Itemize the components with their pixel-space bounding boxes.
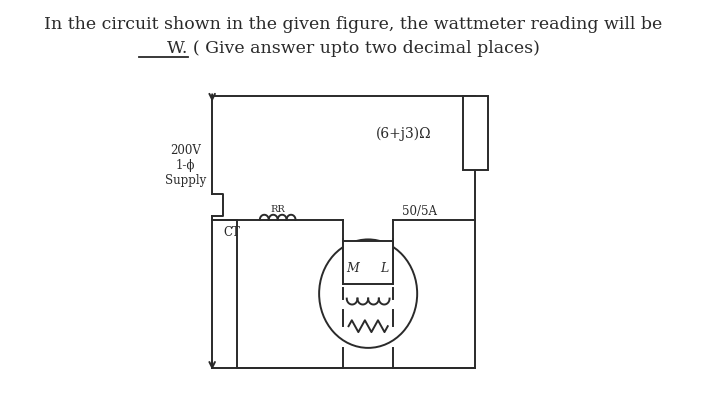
Bar <box>343 241 393 284</box>
Text: 200V: 200V <box>170 144 201 157</box>
Text: W. ( Give answer upto two decimal places): W. ( Give answer upto two decimal places… <box>167 40 539 57</box>
Bar <box>462 96 488 170</box>
Text: M: M <box>346 262 359 276</box>
Text: 50/5A: 50/5A <box>402 205 437 218</box>
Text: L: L <box>380 262 388 276</box>
Circle shape <box>319 239 417 348</box>
Text: (6+j3)Ω: (6+j3)Ω <box>376 126 431 141</box>
Text: CT: CT <box>223 226 240 239</box>
Text: 1-ϕ: 1-ϕ <box>176 159 195 172</box>
Text: Supply: Supply <box>164 174 206 187</box>
Text: RR: RR <box>270 205 285 214</box>
Text: In the circuit shown in the given figure, the wattmeter reading will be: In the circuit shown in the given figure… <box>44 16 662 33</box>
